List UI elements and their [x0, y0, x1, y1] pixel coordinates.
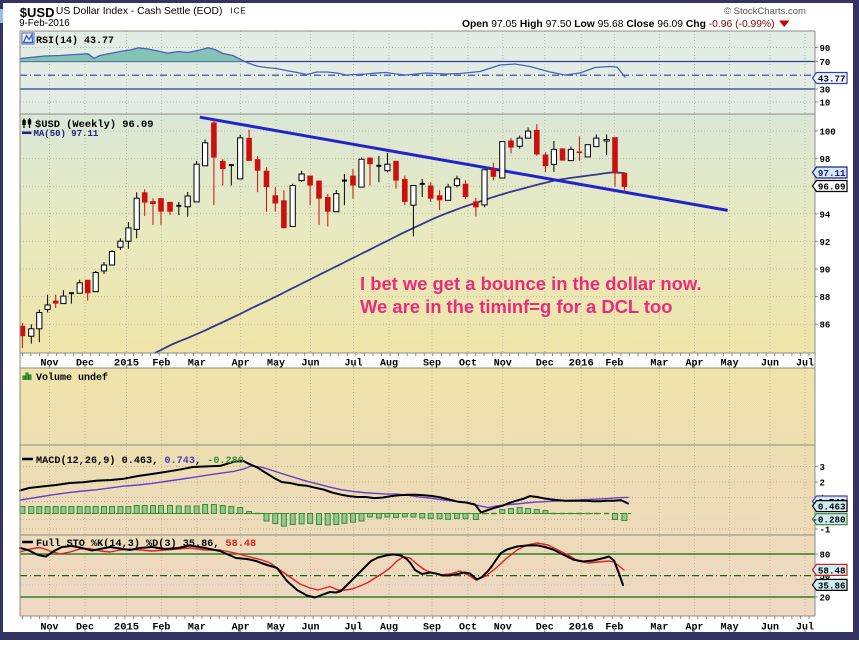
svg-text:Open 97.05 High 97.50 Low 95.6: Open 97.05 High 97.50 Low 95.68 Close 96… [462, 19, 775, 30]
svg-text:Jul: Jul [344, 358, 362, 370]
svg-text:-1: -1 [820, 526, 831, 536]
svg-text:May: May [267, 623, 285, 634]
svg-text:2016: 2016 [569, 358, 594, 370]
svg-text:2: 2 [820, 479, 825, 489]
svg-text:Jun: Jun [301, 359, 319, 370]
svg-text:Dec: Dec [536, 623, 554, 634]
svg-text:100: 100 [820, 128, 836, 138]
svg-text:Feb: Feb [152, 358, 170, 370]
svg-text:Aug: Aug [380, 623, 398, 634]
svg-text:92: 92 [820, 238, 831, 248]
svg-text:-0.280: -0.280 [812, 515, 845, 526]
svg-text:May: May [721, 359, 739, 370]
svg-text:88: 88 [820, 293, 831, 303]
svg-text:Jul: Jul [344, 622, 362, 634]
svg-text:2016: 2016 [569, 622, 594, 634]
svg-text:9-Feb-2016: 9-Feb-2016 [19, 18, 70, 29]
svg-text:May: May [721, 623, 739, 634]
svg-text:3: 3 [820, 463, 825, 473]
svg-text:Dec: Dec [536, 359, 554, 370]
svg-text:90: 90 [820, 266, 831, 276]
svg-text:35.86: 35.86 [818, 580, 846, 591]
svg-text:70: 70 [820, 58, 831, 68]
svg-text:Feb: Feb [605, 358, 623, 370]
svg-text:Mar: Mar [650, 359, 668, 370]
svg-text:50: 50 [820, 572, 831, 582]
svg-text:May: May [267, 359, 285, 370]
svg-text:Apr: Apr [232, 359, 250, 370]
svg-text:Dec: Dec [76, 623, 94, 634]
svg-text:Mar: Mar [188, 359, 206, 370]
svg-text:Apr: Apr [685, 623, 703, 634]
svg-text:86: 86 [820, 321, 831, 331]
svg-text:Sep: Sep [423, 623, 441, 634]
svg-text:58.48: 58.48 [818, 565, 846, 576]
svg-text:20: 20 [820, 594, 831, 604]
svg-text:80: 80 [820, 551, 831, 561]
svg-text:RSI(14) 43.77: RSI(14) 43.77 [36, 35, 114, 47]
svg-text:Sep: Sep [423, 359, 441, 370]
svg-text:Nov: Nov [494, 623, 512, 634]
svg-text:Full STO %K(14,3) %D(3) 35.86,: Full STO %K(14,3) %D(3) 35.86, 58.48 [36, 538, 256, 550]
svg-text:Nov: Nov [40, 623, 58, 634]
svg-text:97.11: 97.11 [818, 168, 846, 179]
svg-text:Jun: Jun [761, 623, 779, 634]
svg-text:ICE: ICE [231, 7, 247, 16]
svg-text:Apr: Apr [685, 359, 703, 370]
svg-text:Mar: Mar [650, 623, 668, 634]
svg-text:Jun: Jun [301, 623, 319, 634]
svg-text:10: 10 [820, 99, 831, 109]
svg-text:© StockCharts.com: © StockCharts.com [724, 6, 806, 17]
svg-text:Apr: Apr [232, 623, 250, 634]
svg-text:30: 30 [820, 86, 831, 96]
svg-text:Mar: Mar [188, 623, 206, 634]
svg-text:Oct: Oct [459, 623, 477, 634]
svg-text:2015: 2015 [114, 358, 139, 370]
svg-text:Oct: Oct [459, 359, 477, 370]
svg-text:Nov: Nov [494, 359, 512, 370]
svg-text:Nov: Nov [40, 359, 58, 370]
svg-text:I bet we get a bounce in the d: I bet we get a bounce in the dollar now. [360, 273, 702, 294]
svg-text:MA(50) 97.11: MA(50) 97.11 [34, 129, 99, 139]
svg-text:Feb: Feb [152, 622, 170, 634]
svg-text:We are in the timinf=g for a D: We are in the timinf=g for a DCL too [360, 296, 673, 317]
svg-text:Feb: Feb [605, 622, 623, 634]
svg-text:Aug: Aug [380, 359, 398, 370]
svg-text:$USD (Weekly) 96.09: $USD (Weekly) 96.09 [35, 119, 153, 131]
svg-text:43.77: 43.77 [818, 74, 846, 85]
svg-text:90: 90 [820, 44, 831, 54]
svg-text:Jul: Jul [796, 358, 814, 370]
svg-text:MACD(12,26,9) 0.463, 0.743, -0: MACD(12,26,9) 0.463, 0.743, -0.280 [36, 455, 244, 467]
svg-text:US Dollar Index - Cash Settle: US Dollar Index - Cash Settle (EOD) [56, 6, 223, 17]
svg-text:98: 98 [820, 155, 831, 165]
svg-text:Volume undef: Volume undef [36, 372, 108, 384]
svg-text:94: 94 [820, 210, 831, 220]
svg-text:96.09: 96.09 [818, 182, 846, 193]
svg-text:2015: 2015 [114, 622, 139, 634]
svg-text:0.463: 0.463 [818, 502, 846, 513]
svg-text:$USD: $USD [20, 5, 55, 20]
svg-text:Dec: Dec [76, 359, 94, 370]
svg-text:Jul: Jul [796, 622, 814, 634]
svg-text:Jun: Jun [761, 359, 779, 370]
